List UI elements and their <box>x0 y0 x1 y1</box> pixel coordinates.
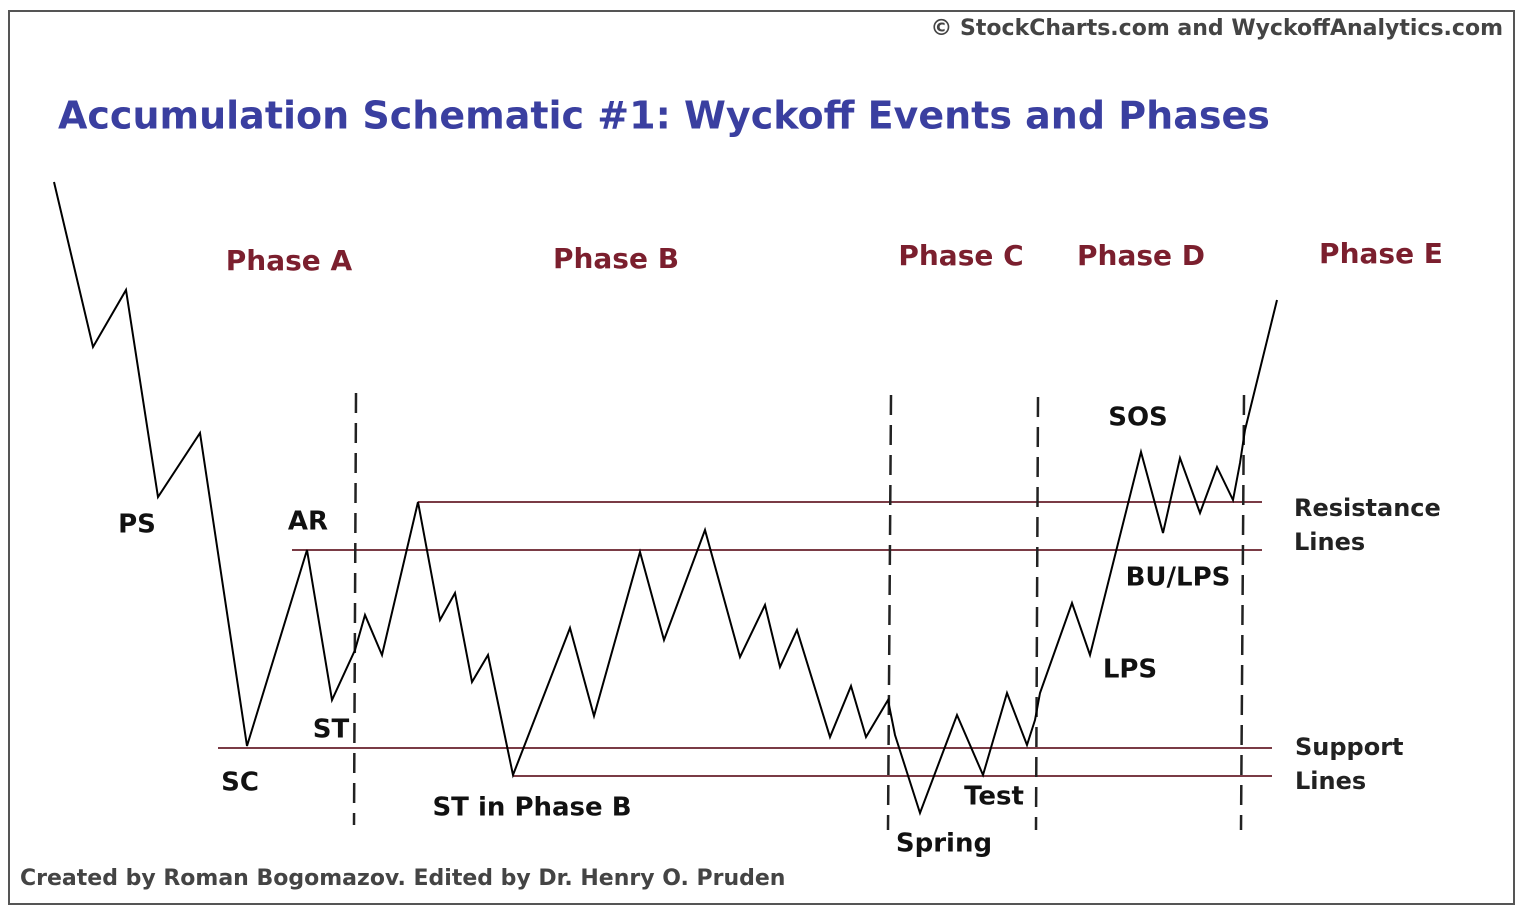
line-label: Support <box>1295 733 1404 761</box>
phase-divider <box>886 394 893 831</box>
line-label: Lines <box>1295 767 1366 795</box>
phase-label: Phase B <box>553 242 679 275</box>
line-label: Resistance <box>1294 494 1441 522</box>
event-label: Test <box>964 782 1024 812</box>
event-label: SC <box>221 768 259 798</box>
credit: Created by Roman Bogomazov. Edited by Dr… <box>20 866 785 891</box>
price-path <box>53 181 1278 817</box>
phase-label: Phase E <box>1319 237 1443 270</box>
event-label: AR <box>288 507 328 537</box>
event-label: BU/LPS <box>1126 563 1231 593</box>
phase-label: Phase D <box>1077 239 1205 272</box>
line-label: Lines <box>1294 528 1365 556</box>
frame <box>8 10 1515 905</box>
event-label: LPS <box>1103 655 1157 685</box>
title: Accumulation Schematic #1: Wyckoff Event… <box>58 94 1270 138</box>
event-label: SOS <box>1108 403 1168 433</box>
phase-divider <box>1034 396 1040 831</box>
event-label: ST <box>313 715 350 745</box>
event-label: PS <box>118 510 156 540</box>
phase-label: Phase C <box>898 239 1023 272</box>
phase-divider <box>1239 394 1246 831</box>
event-label: Spring <box>896 829 992 859</box>
copyright: © StockCharts.com and WyckoffAnalytics.c… <box>930 16 1503 41</box>
event-label: ST in Phase B <box>432 793 631 823</box>
phase-label: Phase A <box>226 244 353 277</box>
phase-divider <box>352 392 358 826</box>
